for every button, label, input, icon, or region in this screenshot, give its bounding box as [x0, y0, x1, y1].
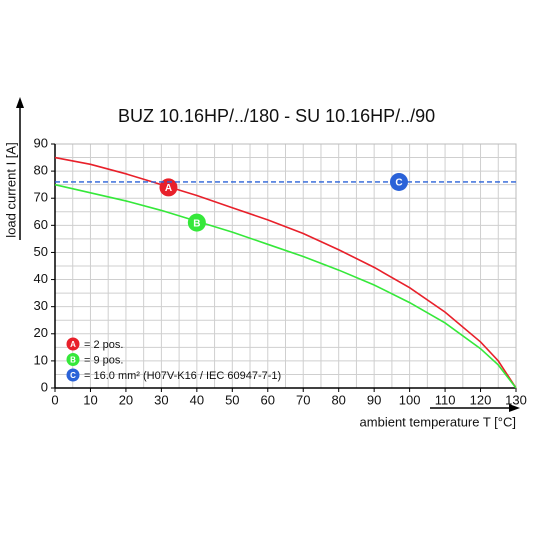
- x-tick-label: 60: [261, 392, 275, 407]
- legend-label: = 16.0 mm² (H07V-K16 / IEC 60947-7-1): [84, 370, 281, 382]
- marker-letter: B: [193, 218, 200, 229]
- x-tick-label: 100: [399, 392, 421, 407]
- marker-badge: [66, 353, 80, 366]
- x-tick-label: 0: [51, 392, 58, 407]
- x-tick-label: 130: [505, 392, 527, 407]
- y-tick-label: 0: [41, 379, 48, 394]
- x-axis-label: ambient temperature T [°C]: [360, 414, 516, 429]
- marker-letter: A: [70, 340, 76, 349]
- marker-badge: [66, 368, 80, 382]
- y-tick-label: 90: [34, 135, 48, 150]
- legend-label: = 2 pos.: [84, 339, 123, 351]
- x-axis-arrowhead: [509, 404, 520, 412]
- y-tick-label: 70: [34, 190, 48, 205]
- marker-badge: [66, 337, 80, 351]
- legend-label: = 9 pos.: [84, 354, 123, 366]
- x-tick-label: 10: [83, 392, 97, 407]
- x-tick-label: 90: [367, 392, 381, 407]
- y-tick-label: 10: [34, 352, 48, 367]
- x-tick-label: 40: [190, 392, 204, 407]
- series-line: [54, 156, 517, 389]
- marker-badge: [159, 178, 178, 197]
- y-tick-label: 40: [34, 271, 48, 286]
- x-tick-label: 30: [154, 392, 168, 407]
- y-axis-arrowhead: [16, 97, 24, 108]
- y-axis-label: load current I [A]: [3, 142, 18, 237]
- y-tick-label: 20: [34, 325, 48, 340]
- x-tick-label: 120: [470, 392, 492, 407]
- x-tick-label: 50: [225, 392, 239, 407]
- chart-title: BUZ 10.16HP/../180 - SU 10.16HP/../90: [118, 106, 435, 126]
- x-tick-label: 80: [331, 392, 345, 407]
- x-tick-label: 20: [119, 392, 133, 407]
- marker-letter: A: [165, 183, 172, 194]
- marker-letter: C: [395, 178, 402, 189]
- marker-badge: [389, 172, 408, 191]
- y-tick-label: 80: [34, 163, 48, 178]
- marker-letter: C: [70, 371, 76, 380]
- marker-letter: B: [70, 356, 76, 365]
- x-tick-label: 110: [435, 392, 456, 407]
- y-tick-label: 60: [34, 217, 48, 232]
- y-tick-label: 50: [34, 244, 48, 259]
- x-tick-label: 70: [296, 392, 310, 407]
- y-tick-label: 30: [34, 298, 48, 313]
- marker-badge: [187, 213, 206, 232]
- series-line: [54, 183, 517, 389]
